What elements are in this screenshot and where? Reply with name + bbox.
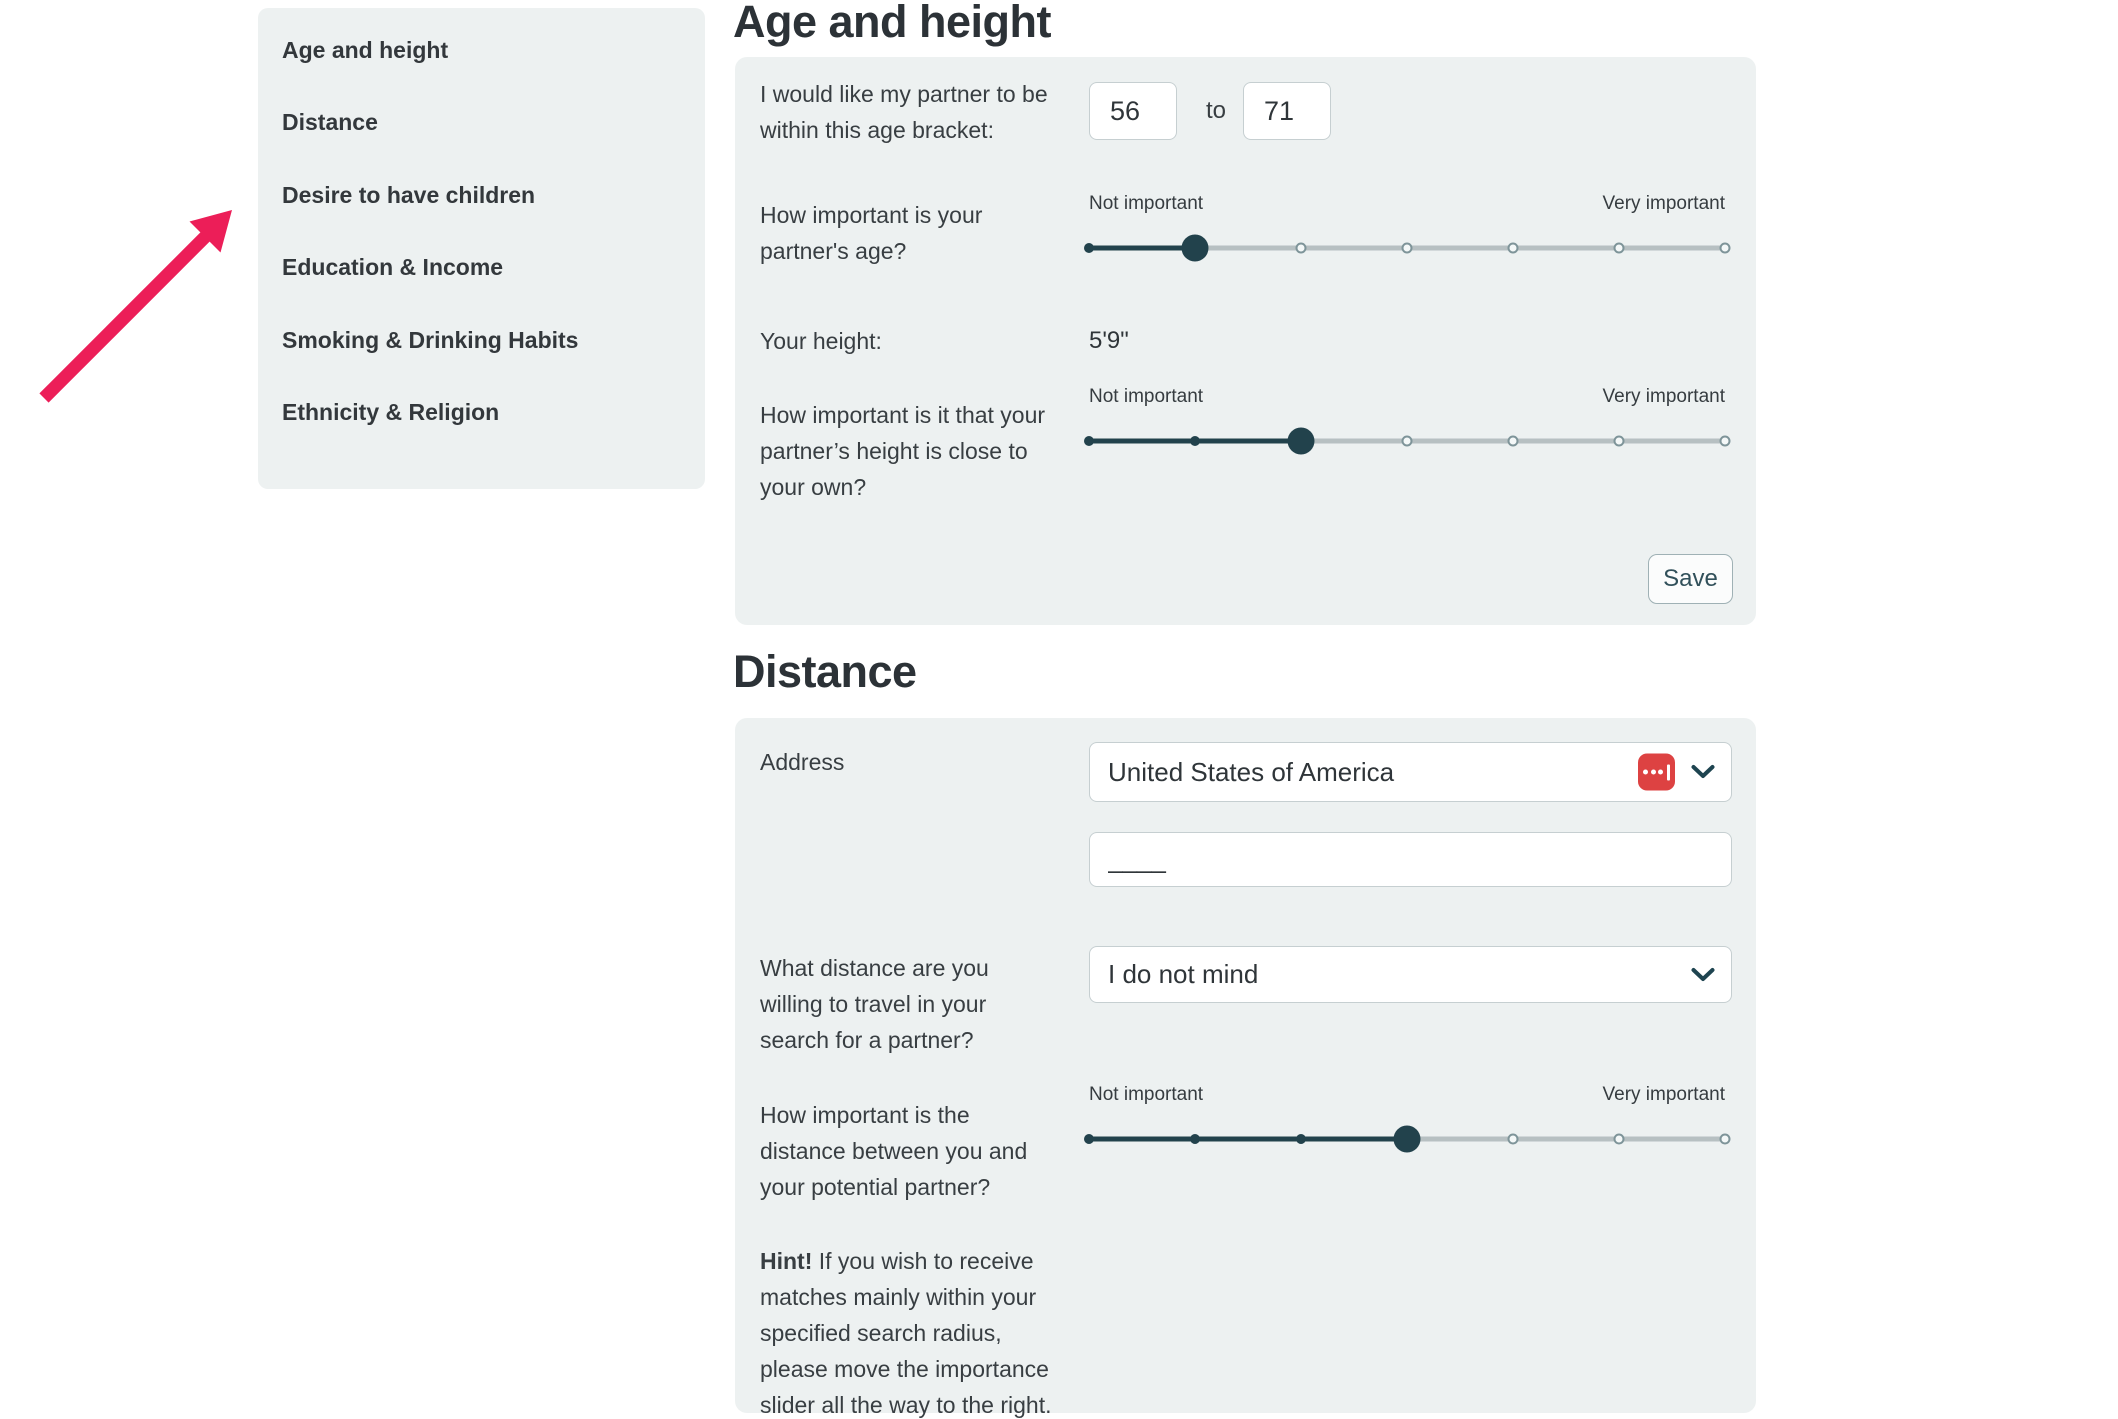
slider-very-important-label: Very important: [1602, 1084, 1726, 1105]
sidebar-item-ethnicity-religion[interactable]: Ethnicity & Religion: [282, 399, 500, 426]
age-min-input[interactable]: [1089, 82, 1177, 140]
your-height-label: Your height:: [760, 328, 882, 354]
chevron-down-icon: [1691, 765, 1715, 780]
slider-very-important-label: Very important: [1602, 386, 1726, 407]
sidebar-item-age-and-height[interactable]: Age and height: [282, 36, 449, 63]
slider-stop: [1719, 435, 1731, 447]
hint-lead: Hint!: [760, 1248, 813, 1274]
slider-stop: [1613, 242, 1625, 254]
slider-stop: [1084, 1134, 1094, 1144]
slider-track[interactable]: [1084, 1124, 1731, 1154]
slider-stop: [1507, 242, 1519, 254]
slider-stop: [1719, 242, 1731, 254]
chevron-down-icon: [1691, 967, 1715, 982]
slider-stop: [1084, 243, 1094, 253]
slider-not-important-label: Not important: [1089, 1084, 1204, 1105]
country-select[interactable]: United States of America: [1089, 742, 1732, 802]
age-to-label: to: [1205, 97, 1226, 124]
height-importance-slider[interactable]: Not important Very important: [1084, 386, 1731, 456]
slider-knob[interactable]: [1287, 427, 1315, 455]
slider-stop: [1190, 1134, 1200, 1144]
age-importance-slider[interactable]: Not important Very important: [1084, 193, 1731, 263]
slider-stop: [1190, 436, 1200, 446]
age-and-height-panel: I would like my partner to be within thi…: [735, 57, 1756, 625]
slider-stop: [1613, 1133, 1625, 1145]
sidebar-item-desire-to-have-children[interactable]: Desire to have children: [282, 181, 536, 208]
age-max-input[interactable]: [1243, 82, 1331, 140]
address-label: Address: [760, 749, 845, 775]
sidebar-item-education-income[interactable]: Education & Income: [282, 254, 504, 281]
country-select-value: United States of America: [1108, 756, 1395, 787]
travel-distance-question: What distance are you willing to travel …: [760, 955, 989, 1053]
slider-track[interactable]: [1084, 426, 1731, 456]
preferences-sidebar: Age and height Distance Desire to have c…: [258, 8, 705, 489]
slider-stop: [1507, 1133, 1519, 1145]
sidebar-item-distance[interactable]: Distance: [282, 109, 378, 136]
travel-distance-select[interactable]: I do not mind: [1089, 946, 1732, 1003]
slider-stop: [1507, 435, 1519, 447]
slider-knob[interactable]: [1393, 1125, 1421, 1153]
annotation-arrow-icon: [39, 210, 232, 403]
distance-heading: Distance: [733, 646, 917, 697]
distance-importance-slider[interactable]: Not important Very important: [1084, 1084, 1731, 1154]
height-importance-question: How important is it that your partner’s …: [760, 402, 1046, 500]
slider-stop: [1296, 1134, 1306, 1144]
slider-very-important-label: Very important: [1602, 193, 1726, 214]
distance-panel: Address United States of America What di…: [735, 718, 1756, 1418]
street-address-input[interactable]: [1089, 832, 1732, 887]
distance-importance-question: How important is the distance between yo…: [760, 1102, 1028, 1200]
slider-knob[interactable]: [1181, 234, 1209, 262]
slider-stop: [1613, 435, 1625, 447]
hint-text: Hint! If you wish to receive matches mai…: [760, 1243, 1052, 1419]
age-bracket-label: I would like my partner to be within thi…: [760, 81, 1048, 143]
age-importance-question: How important is your partner's age?: [760, 202, 983, 264]
slider-stop: [1295, 242, 1307, 254]
your-height-value: 5'9": [1089, 327, 1129, 354]
slider-not-important-label: Not important: [1089, 193, 1204, 214]
hint-body: If you wish to receive matches mainly wi…: [760, 1248, 1052, 1418]
slider-stop: [1401, 242, 1413, 254]
travel-distance-select-value: I do not mind: [1108, 959, 1259, 989]
save-button[interactable]: Save: [1648, 554, 1733, 604]
slider-stop: [1719, 1133, 1731, 1145]
slider-not-important-label: Not important: [1089, 386, 1204, 407]
slider-stop: [1401, 435, 1413, 447]
sidebar-item-smoking-drinking-habits[interactable]: Smoking & Drinking Habits: [282, 326, 579, 353]
slider-track[interactable]: [1084, 233, 1731, 263]
autofill-icon[interactable]: [1638, 753, 1675, 791]
age-and-height-heading: Age and height: [733, 0, 1052, 47]
slider-stop: [1084, 436, 1094, 446]
